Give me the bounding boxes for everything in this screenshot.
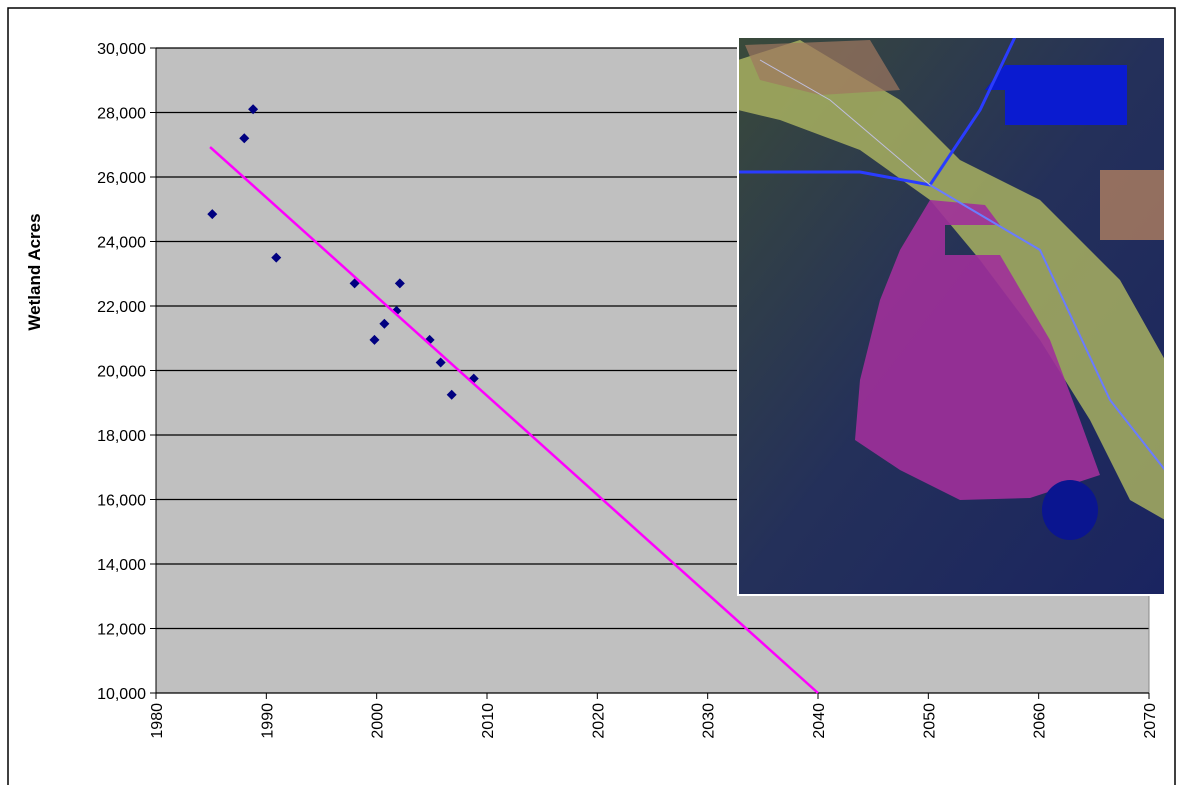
x-tick-label: 2000 xyxy=(370,703,387,739)
y-tick-label: 26,000 xyxy=(97,170,146,187)
x-tick-label: 2030 xyxy=(701,703,718,739)
y-tick-label: 18,000 xyxy=(97,428,146,445)
x-tick-label: 2070 xyxy=(1142,703,1159,739)
y-tick-label: 22,000 xyxy=(97,299,146,316)
y-tick-label: 30,000 xyxy=(97,41,146,58)
y-axis-label: Wetland Acres xyxy=(25,213,44,330)
y-tick-label: 16,000 xyxy=(97,493,146,510)
y-tick-label: 10,000 xyxy=(97,686,146,703)
y-tick-label: 14,000 xyxy=(97,557,146,574)
satellite-inset xyxy=(738,37,1165,595)
x-tick-label: 1980 xyxy=(149,703,166,739)
y-tick-label: 24,000 xyxy=(97,235,146,252)
x-tick-label: 2010 xyxy=(480,703,497,739)
x-tick-label: 2020 xyxy=(590,703,607,739)
y-tick-label: 20,000 xyxy=(97,364,146,381)
x-tick-label: 2040 xyxy=(811,703,828,739)
x-tick-label: 2060 xyxy=(1032,703,1049,739)
y-tick-label: 28,000 xyxy=(97,106,146,123)
y-tick-label: 12,000 xyxy=(97,622,146,639)
x-tick-label: 1990 xyxy=(259,703,276,739)
chart: 10,000 12,000 14,000 16,000 18,000 20,000 22,0… xyxy=(0,0,1182,785)
x-tick-label: 2050 xyxy=(921,703,938,739)
